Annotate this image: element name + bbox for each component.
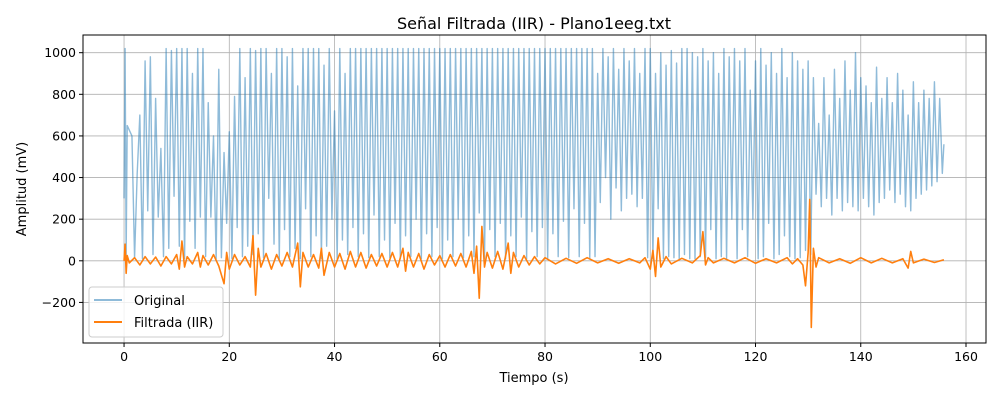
y-tick-label: 1000: [44, 45, 76, 60]
x-tick-label: 160: [954, 349, 978, 364]
series-layer: [123, 47, 945, 329]
y-tick-label: 400: [52, 170, 76, 185]
legend-label-filtrada: Filtrada (IIR): [134, 316, 213, 331]
x-tick-label: 140: [849, 349, 873, 364]
x-tick-label: 0: [120, 349, 128, 364]
legend: Original Filtrada (IIR): [88, 286, 224, 338]
y-tick-label: 800: [52, 87, 76, 102]
x-tick-label: 40: [327, 349, 343, 364]
y-tick-label: 600: [52, 128, 76, 143]
legend-label-original: Original: [134, 294, 185, 309]
x-tick-label: 120: [744, 349, 768, 364]
series-line-filtrada: [123, 198, 945, 329]
legend-box: [88, 286, 224, 338]
y-axis: −200 0 200 400 600 800 1000: [42, 45, 83, 310]
x-tick-label: 100: [638, 349, 662, 364]
plot-frame: [82, 34, 987, 344]
x-axis: 0 20 40 60 80 100 120 140 160: [120, 343, 978, 364]
y-tick-label: −200: [42, 295, 76, 310]
y-tick-label: 200: [52, 212, 76, 227]
y-axis-label: Amplitud (mV): [15, 142, 30, 236]
x-tick-label: 20: [221, 349, 237, 364]
chart-title: Señal Filtrada (IIR) - Plano1eeg.txt: [397, 14, 671, 33]
series-line-original: [123, 47, 945, 260]
x-axis-label: Tiempo (s): [498, 371, 568, 386]
x-tick-label: 60: [432, 349, 448, 364]
y-tick-label: 0: [68, 253, 76, 268]
x-tick-label: 80: [537, 349, 553, 364]
